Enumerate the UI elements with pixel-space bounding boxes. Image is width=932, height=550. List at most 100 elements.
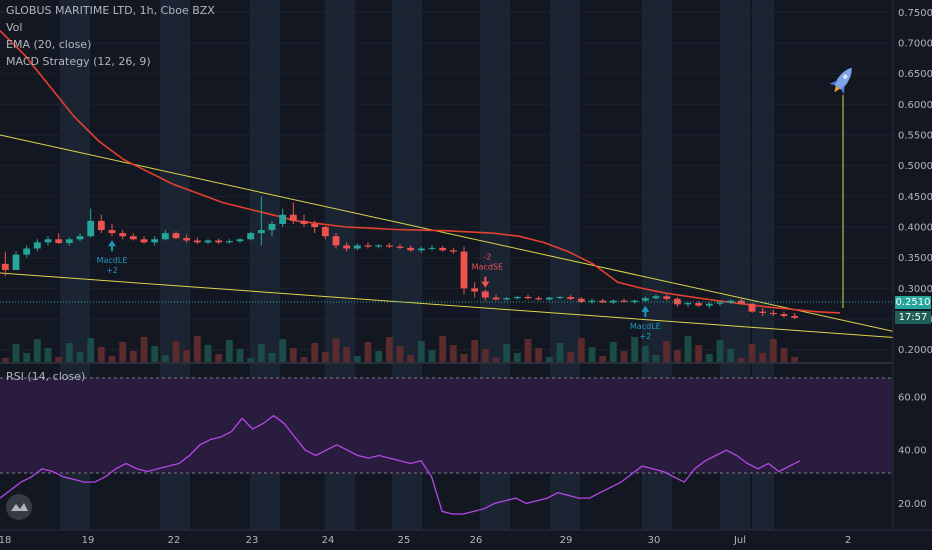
candle-body [12,254,20,270]
volume-bar [513,353,521,362]
buy-arrow [641,305,650,317]
volume-bar [780,348,788,362]
candle-body [257,230,265,234]
candle-body [417,248,425,251]
price-tick-label: 0.4500 [898,192,932,203]
candle-body [396,246,404,248]
volume-bar [577,338,585,362]
volume-bar [140,337,148,362]
candle-body [780,314,788,316]
session-band [160,0,190,362]
candle-body [513,296,521,299]
volume-bar [215,354,223,362]
candle-body [247,233,255,240]
ema-legend[interactable]: EMA (20, close) [6,38,92,51]
signal-qty: -2 [483,253,491,262]
volume-bar [183,350,191,362]
time-tick-label: 29 [560,535,573,546]
volume-bar [769,339,777,362]
candle-body [140,239,148,243]
candle-body [535,298,543,300]
volume-bar [684,336,692,362]
volume-bar [129,351,137,362]
volume-bar [460,354,468,362]
tradingview-logo-icon[interactable] [6,494,32,520]
candle-body [225,241,233,243]
rsi-legend[interactable]: RSI (14, close) [6,370,86,383]
candle-body [748,303,756,312]
session-band [250,0,280,362]
candle-body [449,250,457,252]
price-tick-label: 0.7500 [898,8,932,19]
candle-body [33,242,41,249]
trendline[interactable] [0,134,894,332]
volume-bar [161,355,169,362]
volume-bar [332,338,340,362]
volume-bar [204,345,212,362]
candle-body [492,297,500,300]
volume-bar [492,358,500,362]
volume-bar [55,357,63,362]
volume-bar [353,356,361,362]
volume-bar [737,358,745,362]
price-tick-label: 0.4000 [898,223,932,234]
signal-qty: +2 [639,332,651,341]
signal-qty: +2 [106,266,118,275]
signal-label: MacdSE [472,263,503,272]
volume-bar [481,349,489,362]
candle-body [161,233,169,240]
countdown-tag: 17:57 [895,311,931,324]
session-band [392,0,422,362]
candle-body [545,297,553,300]
price-tick-label: 0.3000 [898,284,932,295]
volume-bar [417,341,425,362]
trendline[interactable] [0,272,894,338]
candle-body [385,245,393,247]
candle-body [695,303,703,306]
candle-body [129,236,137,240]
volume-bar [311,343,319,362]
volume-bar [716,340,724,362]
volume-bar [44,348,52,362]
candle-body [204,240,212,243]
volume-bar [268,353,276,362]
candle-body [631,300,639,302]
candle-body [727,300,735,303]
volume-bar [87,338,95,362]
volume-bar [343,347,351,362]
volume-bar [449,345,457,362]
volume-bar [321,352,329,362]
candle-body [705,303,713,306]
candle-body [791,315,799,318]
signal-label: MacdLE [630,322,661,331]
candle-body [407,247,415,251]
volume-bar [759,353,767,362]
volume-bar [407,355,415,362]
volume-bar [673,350,681,362]
time-axis[interactable]: 18 19 22 23 24 25 26 29 30 Jul 2 [0,535,851,546]
trendlines[interactable] [0,134,894,338]
rsi-tick-label: 60.00 [898,392,927,403]
vol-legend[interactable]: Vol [6,21,23,34]
price-tick-label: 0.3500 [898,253,932,264]
rsi-axis[interactable]: 60.00 40.00 20.00 [898,392,927,509]
volume-bar [663,341,671,362]
rocket-icon[interactable] [827,63,859,98]
candle-body [503,298,511,300]
volume-bar [524,339,532,362]
time-tick-label: 19 [82,535,95,546]
candle-body [193,240,201,243]
candle-body [428,247,436,249]
volume-bar [385,337,393,362]
price-tick-label: 0.6500 [898,69,932,80]
volume-bar [76,352,84,362]
volume-bars [1,336,799,362]
volume-bar [471,340,479,362]
candlesticks [1,196,799,320]
volume-bar [545,357,553,362]
rsi-tick-label: 20.00 [898,499,927,510]
macd-legend[interactable]: MACD Strategy (12, 26, 9) [6,55,151,68]
candle-body [567,296,575,299]
